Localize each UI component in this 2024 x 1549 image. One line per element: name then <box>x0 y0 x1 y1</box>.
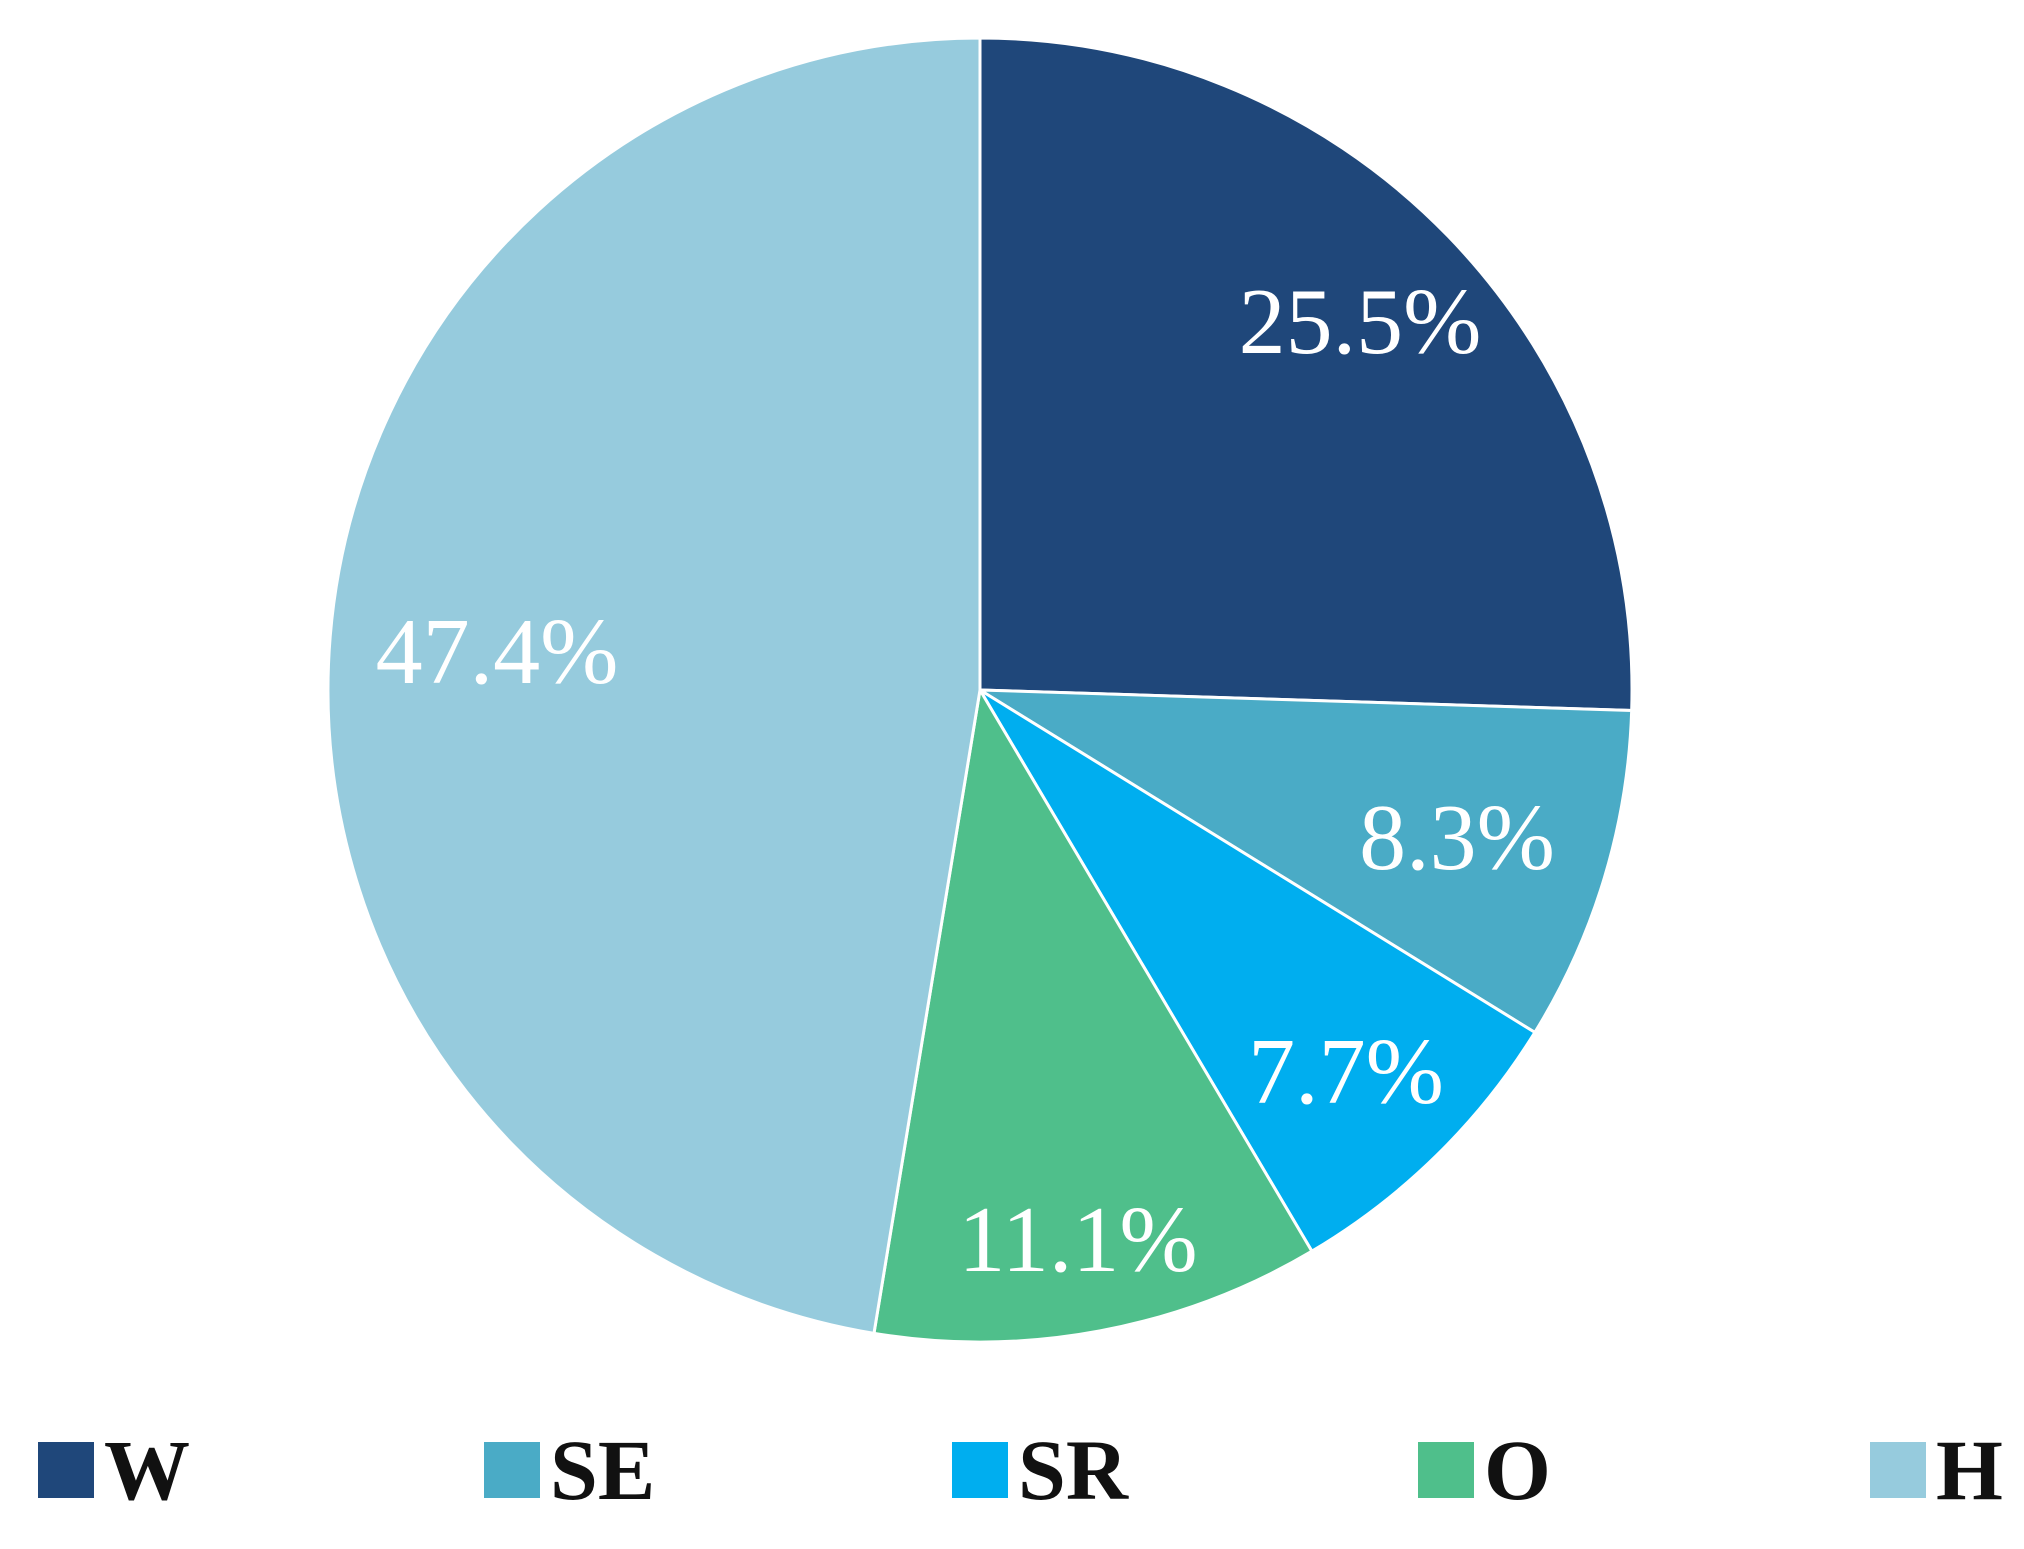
pie-slice-labels: 25.5% 8.3% 7.7% 11.1% 47.4% <box>376 270 1555 1292</box>
legend-label-o: O <box>1484 1422 1551 1518</box>
pie-slice-se <box>974 688 1634 1035</box>
legend-label-h: H <box>1936 1422 2003 1518</box>
pie-slice-sr <box>978 688 1537 1254</box>
legend-swatch-sr <box>952 1442 1008 1498</box>
pie-slice-w <box>978 36 1634 713</box>
legend-item-se: SE <box>484 1422 655 1518</box>
slice-label-sr: 7.7% <box>1248 1020 1444 1124</box>
slice-label-w: 25.5% <box>1239 270 1482 374</box>
legend-item-o: O <box>1418 1422 1551 1518</box>
legend-label-sr: SR <box>1018 1422 1129 1518</box>
pie-slice-o <box>872 685 1314 1344</box>
legend-swatch-w <box>38 1442 94 1498</box>
legend-swatch-o <box>1418 1442 1474 1498</box>
slice-label-o: 11.1% <box>958 1188 1197 1292</box>
legend-swatch-se <box>484 1442 540 1498</box>
slice-label-h: 47.4% <box>376 600 619 704</box>
legend-label-se: SE <box>550 1422 655 1518</box>
pie-slices <box>326 36 1634 1344</box>
legend-item-sr: SR <box>952 1422 1129 1518</box>
legend-label-w: W <box>104 1422 190 1518</box>
legend: W SE SR O H <box>38 1422 2003 1518</box>
legend-item-w: W <box>38 1422 190 1518</box>
legend-item-h: H <box>1870 1422 2003 1518</box>
pie-slice-h <box>326 36 982 1336</box>
legend-swatch-h <box>1870 1442 1926 1498</box>
slice-label-se: 8.3% <box>1359 786 1555 890</box>
